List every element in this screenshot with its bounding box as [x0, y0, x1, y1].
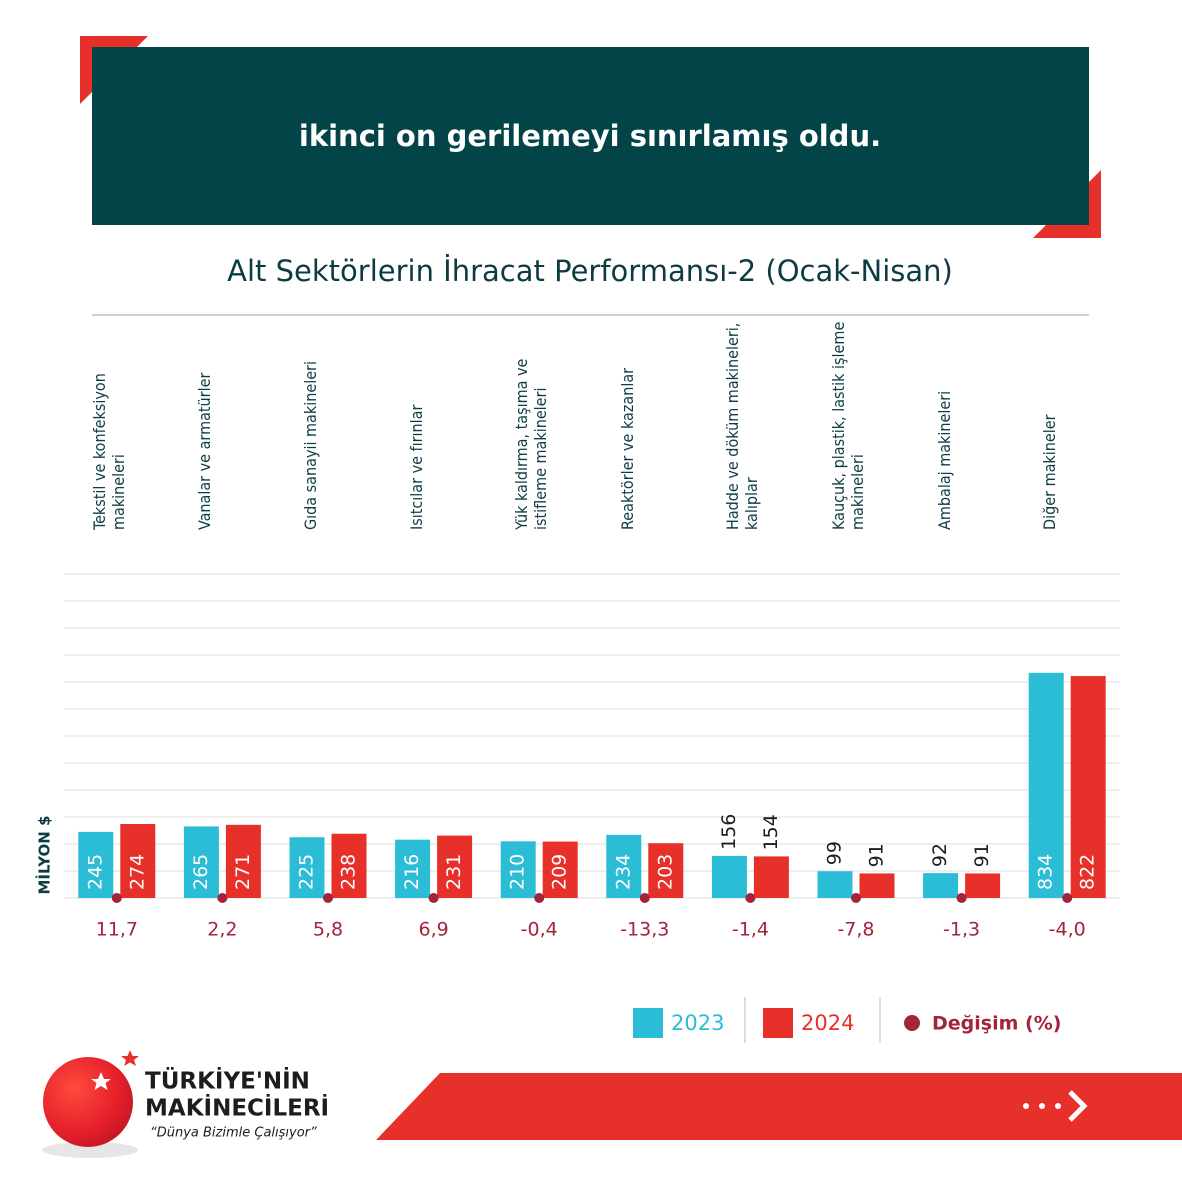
- value-label: 238: [338, 854, 360, 890]
- value-label: 216: [401, 854, 423, 890]
- value-label: 99: [824, 841, 846, 865]
- bar: [648, 843, 684, 898]
- value-label: 154: [760, 814, 782, 850]
- value-label: 91: [971, 843, 993, 867]
- change-dot: [745, 893, 756, 903]
- header-text: ikinci on gerilemeyi sınırlamış oldu.: [299, 119, 881, 153]
- change-label: 6,9: [418, 919, 448, 941]
- bar: [331, 833, 367, 898]
- value-label: 156: [718, 814, 740, 850]
- value-label: 203: [654, 854, 676, 890]
- bar: [500, 841, 536, 898]
- value-label: 234: [612, 854, 634, 890]
- category-label: Diğer makineler: [1040, 414, 1060, 530]
- legend-swatch: [633, 1008, 663, 1038]
- header-box: [92, 47, 1089, 225]
- logo-shadow: [42, 1142, 138, 1158]
- value-label: 834: [1035, 854, 1057, 890]
- change-label: -1,3: [943, 919, 980, 941]
- value-label: 265: [190, 854, 212, 890]
- bar: [1070, 676, 1106, 898]
- category-label: Ambalaj makineleri: [934, 390, 954, 530]
- change-dot: [639, 893, 650, 903]
- bar: [859, 873, 895, 898]
- value-label: 274: [126, 854, 148, 890]
- change-label: -4,0: [1049, 919, 1086, 941]
- bar: [1028, 672, 1064, 898]
- change-label: 5,8: [313, 919, 343, 941]
- value-label: 245: [84, 854, 106, 890]
- category-label: Isıtcılar ve fırınlar: [406, 404, 426, 530]
- change-label: -0,4: [521, 919, 558, 941]
- change-dot: [323, 893, 333, 903]
- legend-swatch: [763, 1008, 793, 1038]
- change-label: 2,2: [207, 919, 237, 941]
- category-label: Yük kaldırma, taşıma ve istifleme makine…: [512, 358, 551, 530]
- value-label: 271: [232, 854, 254, 890]
- bar: [225, 824, 261, 898]
- legend-dot: [904, 1015, 920, 1031]
- bar: [753, 856, 789, 898]
- value-label: 210: [507, 854, 529, 890]
- bar: [965, 873, 1001, 898]
- legend-label: Değişim (%): [932, 1013, 1061, 1035]
- logo-tagline: “Dünya Bizimle Çalışıyor”: [150, 1126, 317, 1141]
- bar: [120, 824, 156, 898]
- bar: [542, 841, 578, 898]
- legend: 2023 2024 Değişim (%): [633, 1008, 1061, 1038]
- value-label: 822: [1077, 854, 1099, 890]
- bar: [395, 839, 431, 898]
- bar: [289, 837, 325, 898]
- logo-star: [91, 1072, 111, 1090]
- bar: [817, 871, 853, 898]
- change-label: 11,7: [96, 919, 138, 941]
- footer-banner: [376, 1073, 1182, 1140]
- category-label: Tekstil ve konfeksiyon makineleri: [89, 373, 128, 530]
- change-dot: [1062, 893, 1073, 903]
- change-dot: [956, 893, 967, 903]
- legend-label: 2024: [801, 1011, 854, 1035]
- change-label: -13,3: [620, 919, 669, 941]
- logo-star: [121, 1050, 139, 1066]
- change-dot: [534, 893, 545, 903]
- logo-line2: MAKİNECİLERİ: [145, 1094, 329, 1122]
- y-axis-label: MİLYON $: [35, 815, 54, 894]
- legend-label: 2023: [671, 1011, 724, 1035]
- change-label: -7,8: [837, 919, 874, 941]
- category-label: Gıda sanayii makineleri: [301, 361, 320, 530]
- bar: [711, 855, 747, 898]
- value-label: 91: [866, 843, 888, 867]
- bar: [437, 835, 473, 898]
- bar: [606, 834, 642, 898]
- change-dot: [217, 893, 228, 903]
- banner-dot: [1039, 1103, 1045, 1109]
- banner-arrow: [1068, 1090, 1088, 1122]
- bar: [183, 826, 219, 898]
- category-label: Reaktörler ve kazanlar: [617, 367, 637, 530]
- bar: [923, 873, 959, 898]
- chart-title: Alt Sektörlerin İhracat Performansı-2 (O…: [227, 254, 953, 288]
- value-label: 231: [443, 854, 465, 890]
- category-label: Hadde ve döküm makineleri, kalıplar: [723, 322, 762, 530]
- banner-dot: [1055, 1103, 1061, 1109]
- value-label: 209: [549, 854, 571, 890]
- bar: [78, 831, 114, 898]
- logo-line1: TÜRKİYE'NİN: [145, 1067, 310, 1095]
- value-label: 92: [929, 843, 951, 867]
- change-dot: [428, 893, 439, 903]
- change-dot: [851, 893, 861, 903]
- logo-ball: [43, 1057, 133, 1147]
- change-label: -1,4: [732, 919, 769, 941]
- change-dot: [111, 893, 122, 903]
- value-label: 225: [296, 854, 318, 890]
- category-label: Vanalar ve armatürler: [195, 372, 215, 530]
- banner-dot: [1023, 1103, 1029, 1109]
- category-label: Kauçuk, plastik, lastik işleme makineler…: [829, 321, 867, 530]
